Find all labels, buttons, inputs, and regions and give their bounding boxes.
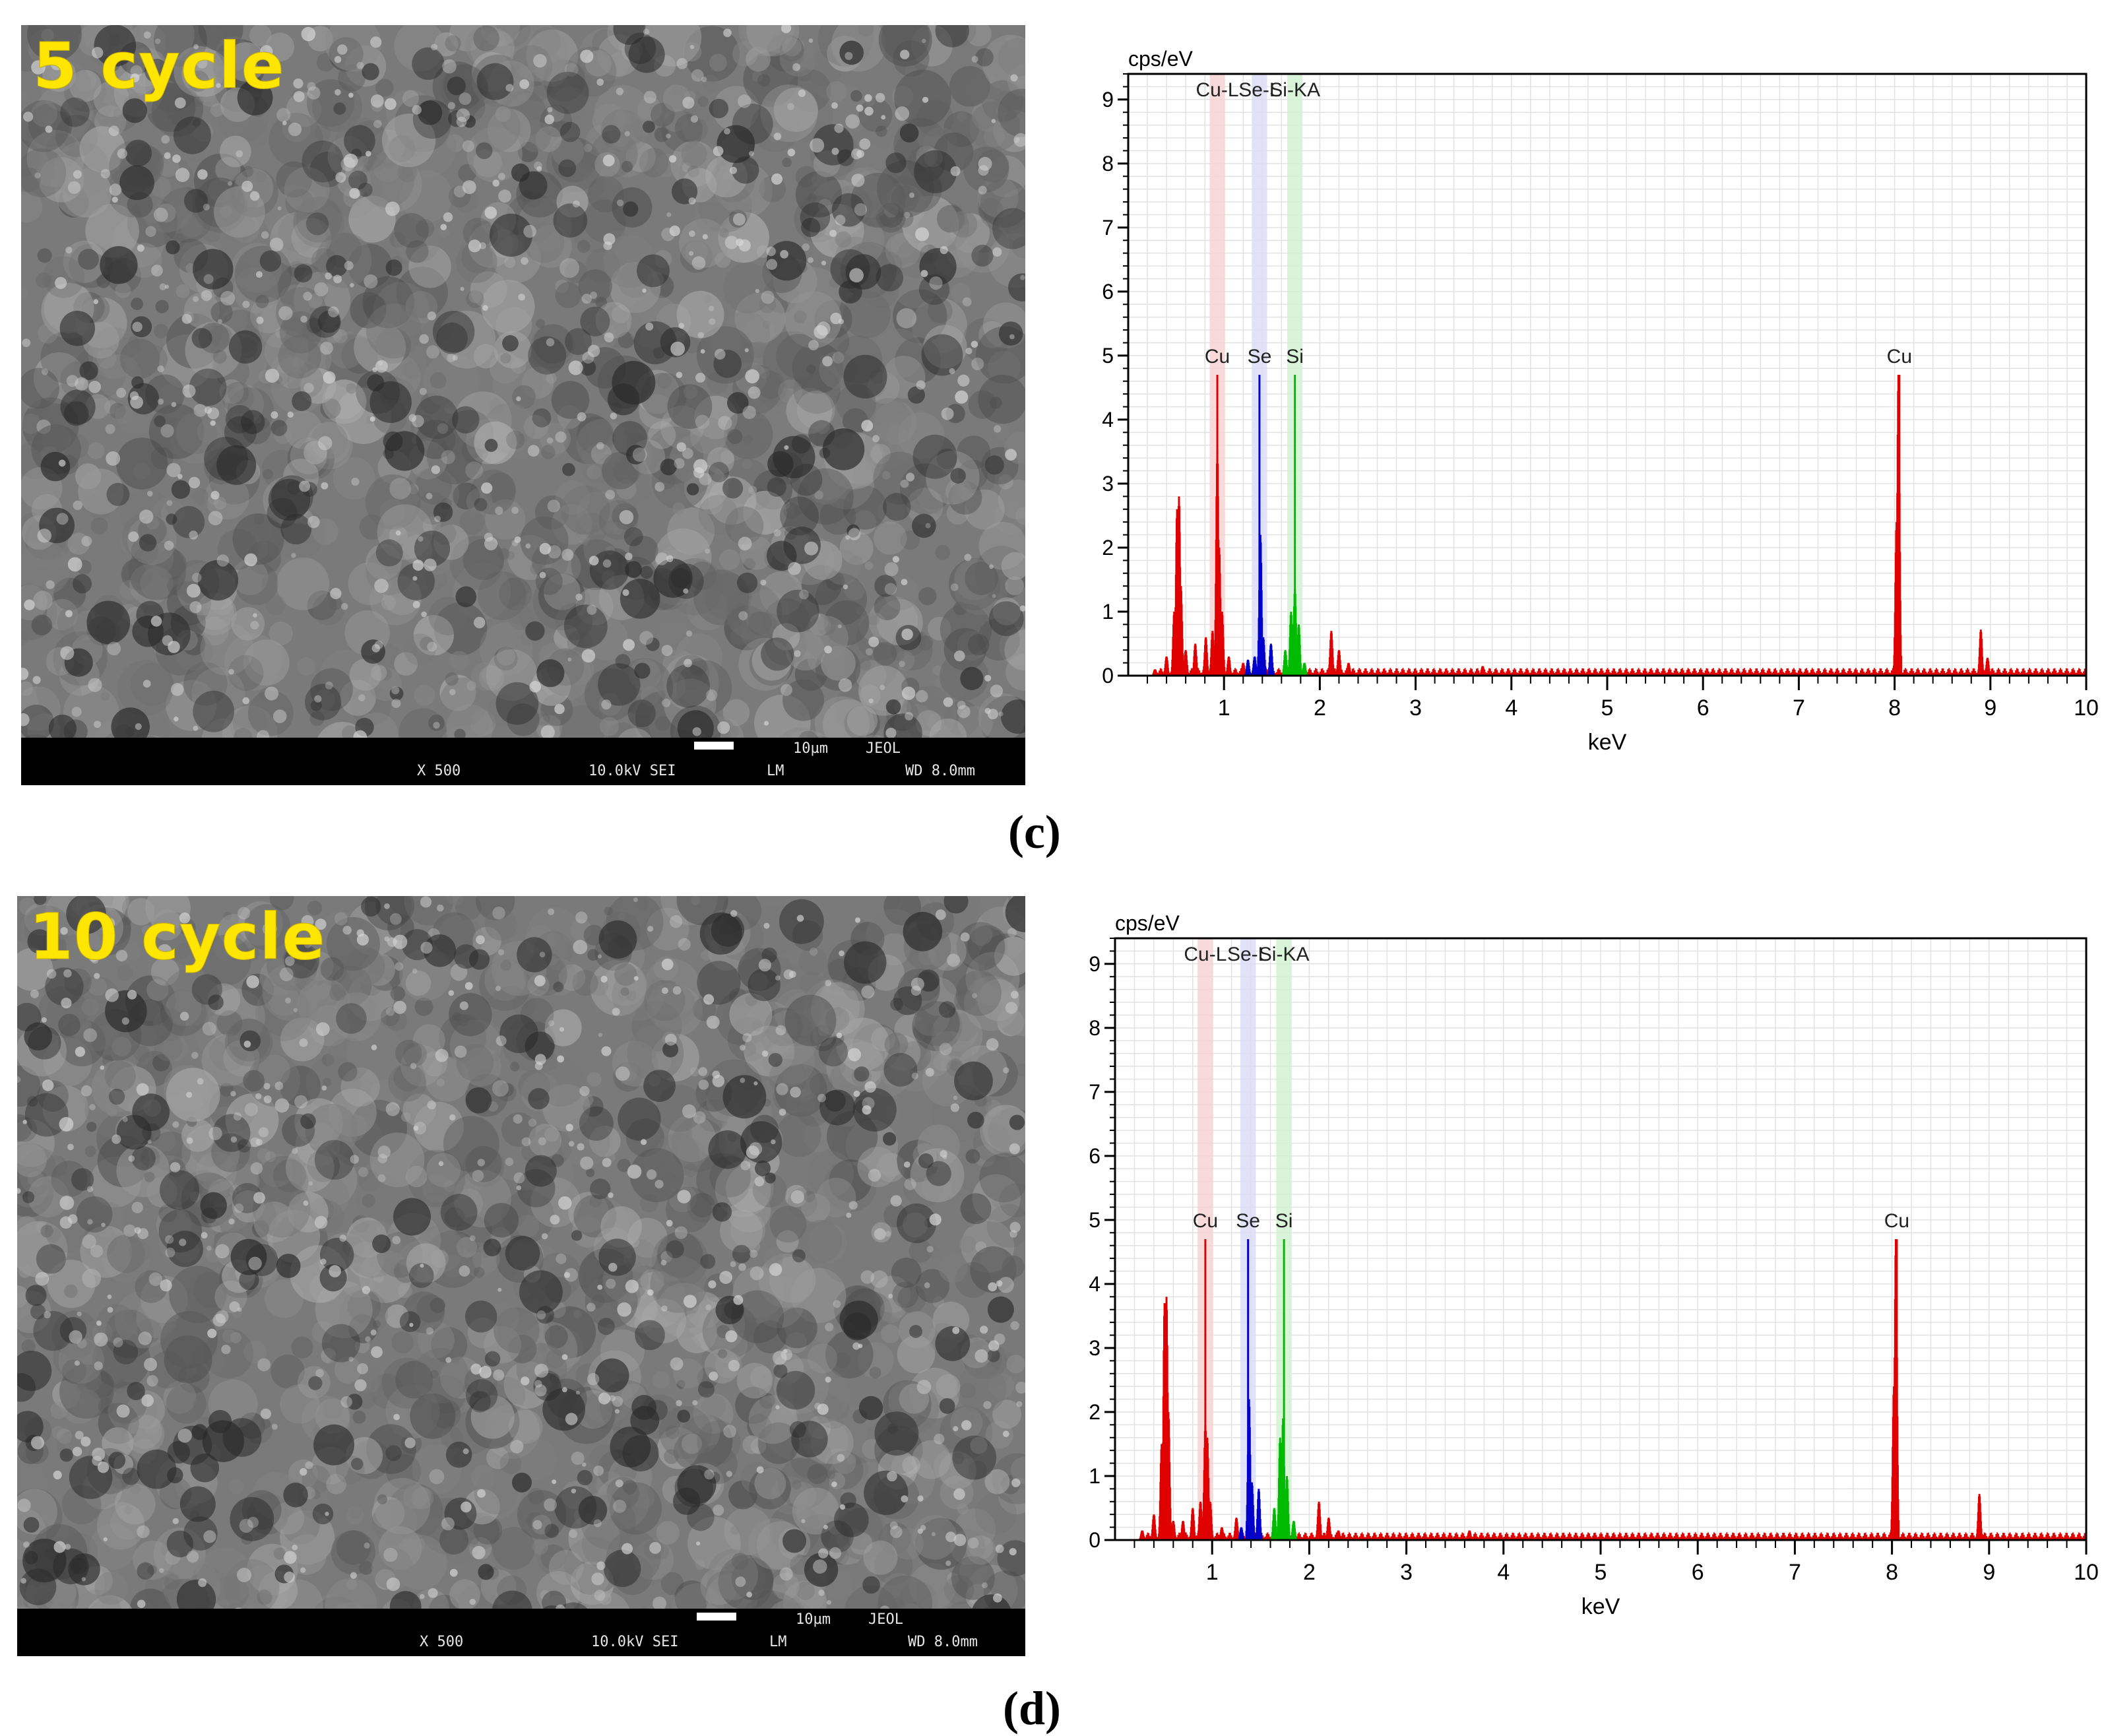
sem-voltage: 10.0kV SEI [589, 763, 676, 779]
y-tick-label: 3 [1089, 1336, 1101, 1360]
element-marker-label: Se [1236, 1210, 1260, 1232]
y-tick-label: 1 [1089, 1464, 1101, 1488]
x-tick-label: 1 [1218, 695, 1230, 721]
sem-overlay-label: 5 cycle [33, 29, 285, 103]
sem-info-bar: 10µm JEOL X 500 10.0kV SEI LM WD 8.0mm [21, 738, 1025, 785]
sem-scale-text: 10µm [793, 740, 828, 757]
x-tick-label: 10 [2074, 1560, 2099, 1585]
sem-voltage: 10.0kV SEI [591, 1634, 678, 1650]
scale-bar-marker [697, 1613, 736, 1621]
x-tick-label: 7 [1793, 695, 1805, 721]
x-tick-label: 5 [1595, 1560, 1607, 1585]
x-tick-label: 8 [1888, 695, 1901, 721]
line-series-label: Si-KA [1269, 79, 1320, 101]
sem-brand: JEOL [866, 740, 901, 757]
y-tick-label: 6 [1089, 1144, 1101, 1168]
element-marker-label: Si [1275, 1210, 1293, 1232]
sem-magnification: X 500 [417, 763, 461, 779]
scale-bar-marker [694, 742, 734, 750]
y-tick-label: 8 [1089, 1016, 1101, 1040]
panel-label-c: (c) [1008, 805, 1061, 860]
y-tick-label: 1 [1102, 600, 1114, 624]
x-tick-label: 8 [1886, 1560, 1898, 1585]
x-tick-label: 10 [2074, 695, 2099, 721]
sem-texture [21, 25, 1025, 785]
x-tick-label: 9 [1983, 1560, 1995, 1585]
x-axis-label: keV [1588, 730, 1627, 755]
y-tick-label: 7 [1102, 216, 1114, 240]
sem-info-bar: 10µm JEOL X 500 10.0kV SEI LM WD 8.0mm [17, 1609, 1025, 1656]
y-tick-label: 5 [1102, 344, 1114, 368]
sem-brand: JEOL [868, 1611, 903, 1628]
y-tick-label: 4 [1089, 1272, 1101, 1296]
sem-image-5-cycle: 5 cycle 10µm JEOL X 500 10.0kV SEI LM WD… [21, 25, 1025, 785]
sem-scale-text: 10µm [796, 1611, 831, 1628]
element-marker-label: Cu [1887, 346, 1912, 368]
x-tick-label: 9 [1984, 695, 1996, 721]
sem-texture [17, 896, 1025, 1656]
y-tick-label: 2 [1089, 1400, 1101, 1424]
sem-image-10-cycle: 10 cycle 10µm JEOL X 500 10.0kV SEI LM W… [17, 896, 1025, 1656]
chart-grid [1115, 938, 2086, 1540]
sem-mode: LM [769, 1634, 787, 1650]
y-tick-label: 9 [1102, 88, 1114, 112]
x-tick-label: 4 [1497, 1560, 1510, 1585]
panel-label-d: (d) [1003, 1681, 1061, 1736]
x-tick-label: 2 [1314, 695, 1326, 721]
x-tick-label: 3 [1409, 695, 1422, 721]
element-marker-label: Si [1286, 346, 1304, 368]
x-tick-label: 1 [1206, 1560, 1219, 1585]
y-tick-label: 2 [1102, 536, 1114, 560]
sem-overlay-label: 10 cycle [29, 900, 325, 974]
x-tick-label: 6 [1692, 1560, 1704, 1585]
y-tick-label: 7 [1089, 1080, 1101, 1104]
element-marker-label: Cu [1193, 1210, 1218, 1232]
x-tick-label: 7 [1789, 1560, 1801, 1585]
y-tick-label: 3 [1102, 472, 1114, 496]
x-tick-label: 6 [1697, 695, 1709, 721]
y-tick-label: 0 [1089, 1528, 1101, 1552]
sem-mode: LM [767, 763, 784, 779]
x-tick-label: 2 [1303, 1560, 1316, 1585]
element-marker-label: Se [1248, 346, 1272, 368]
line-series-label: Si-KA [1259, 944, 1310, 965]
y-tick-label: 6 [1102, 280, 1114, 304]
line-series-label: Cu-L [1196, 79, 1239, 101]
element-marker-label: Cu [1205, 346, 1230, 368]
y-axis-label: cps/eV [1128, 47, 1193, 71]
x-tick-label: 3 [1400, 1560, 1413, 1585]
chart-grid [1128, 74, 2086, 676]
sem-working-distance: WD 8.0mm [905, 763, 975, 779]
y-tick-label: 8 [1102, 152, 1114, 176]
element-marker-label: Cu [1884, 1210, 1909, 1232]
y-tick-label: 5 [1089, 1208, 1101, 1232]
x-axis-label: keV [1581, 1594, 1620, 1619]
y-axis-label: cps/eV [1115, 911, 1180, 935]
y-tick-label: 4 [1102, 408, 1114, 432]
y-tick-label: 9 [1089, 952, 1101, 976]
sem-working-distance: WD 8.0mm [908, 1634, 978, 1650]
y-tick-label: 0 [1102, 664, 1114, 688]
line-series-label: Cu-L [1184, 944, 1227, 965]
x-tick-label: 5 [1601, 695, 1614, 721]
x-tick-label: 4 [1505, 695, 1517, 721]
sem-magnification: X 500 [420, 1634, 463, 1650]
